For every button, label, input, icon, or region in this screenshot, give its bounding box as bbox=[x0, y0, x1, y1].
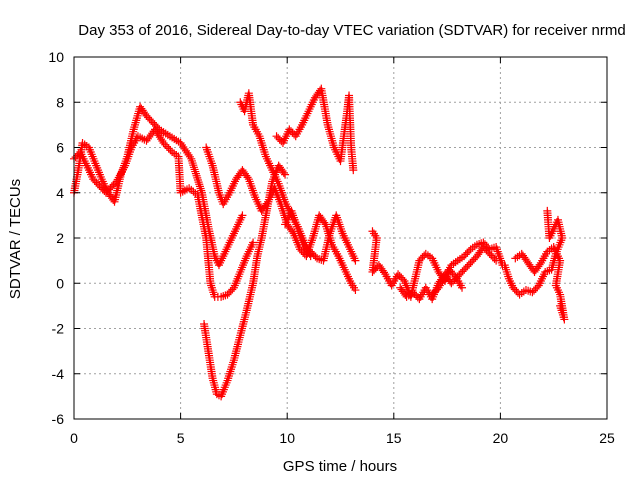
data-point bbox=[185, 152, 194, 161]
data-point bbox=[535, 260, 544, 269]
data-point bbox=[193, 173, 202, 182]
y-tick-label: -6 bbox=[52, 411, 65, 427]
data-point bbox=[191, 169, 200, 178]
y-tick-label: 0 bbox=[56, 275, 64, 291]
data-point bbox=[192, 171, 201, 180]
data-point bbox=[281, 170, 290, 179]
x-tick-label: 0 bbox=[70, 430, 78, 446]
x-tick-label: 15 bbox=[386, 430, 402, 446]
data-point bbox=[162, 142, 171, 151]
y-tick-label: 8 bbox=[56, 94, 64, 110]
y-tick-label: -4 bbox=[52, 366, 65, 382]
data-point bbox=[249, 238, 258, 247]
data-point bbox=[120, 163, 129, 172]
data-point bbox=[195, 182, 204, 191]
x-axis-label: GPS time / hours bbox=[283, 458, 397, 475]
data-point bbox=[379, 268, 388, 277]
data-point bbox=[166, 146, 175, 155]
data-point bbox=[164, 144, 173, 153]
grid bbox=[74, 57, 607, 419]
data-point bbox=[320, 218, 329, 227]
data-point bbox=[279, 168, 288, 177]
y-axis-label: SDTVAR / TECUs bbox=[7, 179, 24, 299]
data-point bbox=[191, 167, 200, 176]
data-point bbox=[161, 140, 170, 149]
data-point bbox=[189, 163, 198, 172]
y-tick-label: -2 bbox=[52, 321, 65, 337]
y-tick-label: 2 bbox=[56, 230, 64, 246]
tick-labels: 0 5 10 15 20 25 -6 -4 -2 0 2 4 6 8 10 bbox=[48, 49, 615, 446]
data-point bbox=[243, 173, 252, 182]
x-tick-label: 5 bbox=[177, 430, 185, 446]
data-point bbox=[351, 286, 360, 295]
data-point bbox=[189, 161, 198, 170]
x-tick-label: 25 bbox=[599, 430, 615, 446]
data-point bbox=[556, 301, 565, 310]
data-point bbox=[458, 283, 467, 292]
data-point bbox=[194, 178, 203, 187]
y-tick-label: 6 bbox=[56, 140, 64, 156]
data-points bbox=[70, 84, 569, 401]
data-point bbox=[262, 199, 271, 208]
x-tick-label: 20 bbox=[493, 430, 509, 446]
data-point bbox=[349, 166, 358, 175]
data-point bbox=[543, 206, 552, 215]
y-tick-label: 4 bbox=[56, 185, 64, 201]
data-point bbox=[159, 138, 168, 147]
chart-title: Day 353 of 2016, Sidereal Day-to-day VTE… bbox=[78, 22, 625, 39]
x-tick-label: 10 bbox=[279, 430, 295, 446]
data-point bbox=[195, 180, 204, 189]
y-tick-label: 10 bbox=[48, 49, 64, 65]
data-point bbox=[238, 211, 247, 220]
data-point bbox=[193, 176, 202, 185]
data-point bbox=[190, 165, 199, 174]
plot-frame bbox=[73, 56, 608, 420]
data-point bbox=[351, 256, 360, 265]
